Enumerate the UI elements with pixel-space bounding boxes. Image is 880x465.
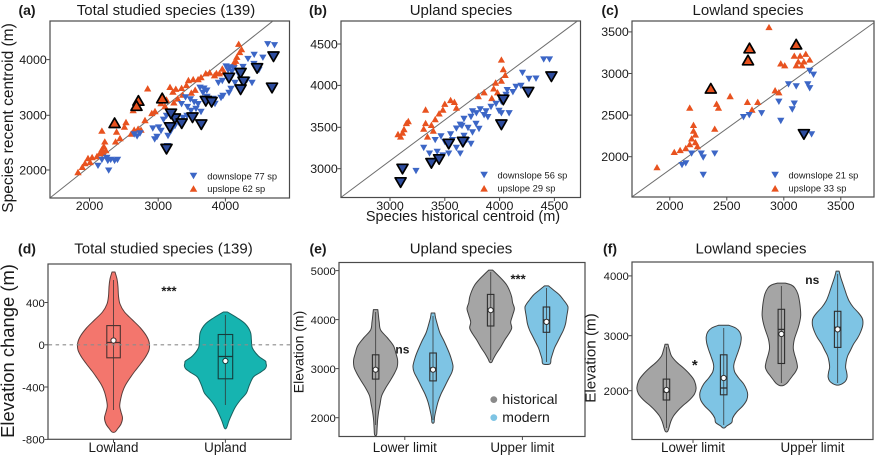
- svg-text:3000: 3000: [770, 199, 798, 213]
- svg-text:*: *: [692, 357, 698, 374]
- svg-text:4000: 4000: [310, 79, 338, 93]
- svg-text:3500: 3500: [431, 199, 459, 213]
- svg-text:Species recent centroid (m): Species recent centroid (m): [0, 23, 17, 213]
- svg-text:Lowland species: Lowland species: [696, 241, 807, 258]
- svg-text:(e): (e): [309, 241, 326, 257]
- svg-text:***: ***: [511, 272, 527, 287]
- svg-text:Lowland: Lowland: [89, 440, 139, 455]
- svg-text:Upper limit: Upper limit: [781, 440, 845, 455]
- svg-text:ns: ns: [805, 273, 819, 287]
- svg-text:4500: 4500: [541, 199, 569, 213]
- svg-text:Elevation (m): Elevation (m): [583, 313, 600, 402]
- svg-text:(f): (f): [603, 241, 617, 257]
- svg-text:upslope 29 sp: upslope 29 sp: [498, 184, 556, 194]
- svg-text:5000: 5000: [311, 266, 336, 278]
- svg-text:2000: 2000: [311, 413, 336, 425]
- svg-text:Elevation change (m): Elevation change (m): [0, 264, 18, 438]
- svg-text:historical: historical: [502, 391, 557, 407]
- svg-text:modern: modern: [502, 409, 549, 425]
- svg-text:-800: -800: [22, 435, 45, 447]
- svg-text:Lower limit: Lower limit: [661, 440, 725, 455]
- svg-text:upslope 62 sp: upslope 62 sp: [207, 184, 265, 194]
- svg-text:2500: 2500: [713, 199, 741, 213]
- svg-text:3000: 3000: [604, 331, 629, 343]
- svg-text:upslope 33 sp: upslope 33 sp: [789, 184, 847, 194]
- svg-text:2000: 2000: [76, 199, 104, 213]
- svg-text:Upland species: Upland species: [410, 2, 513, 19]
- svg-text:Upland: Upland: [204, 440, 246, 455]
- svg-text:3500: 3500: [310, 121, 338, 135]
- svg-text:3000: 3000: [601, 67, 629, 81]
- svg-text:3000: 3000: [311, 364, 336, 376]
- svg-text:4000: 4000: [486, 199, 514, 213]
- svg-text:(d): (d): [18, 241, 36, 257]
- svg-text:2500: 2500: [601, 108, 629, 122]
- svg-text:2000: 2000: [656, 199, 684, 213]
- svg-text:Total studied species (139): Total studied species (139): [74, 241, 252, 258]
- svg-text:Upland species: Upland species: [410, 241, 513, 258]
- svg-text:0: 0: [39, 340, 45, 352]
- svg-text:4000: 4000: [604, 271, 629, 283]
- svg-text:(c): (c): [601, 2, 618, 18]
- svg-text:4000: 4000: [19, 53, 47, 67]
- svg-text:3000: 3000: [144, 199, 172, 213]
- svg-text:Lower limit: Lower limit: [373, 440, 437, 455]
- svg-text:(a): (a): [18, 2, 35, 18]
- svg-text:4000: 4000: [311, 315, 336, 327]
- svg-text:-400: -400: [22, 382, 45, 394]
- svg-text:downslope 56 sp: downslope 56 sp: [498, 170, 568, 180]
- svg-text:4500: 4500: [310, 37, 338, 51]
- svg-text:***: ***: [161, 284, 177, 299]
- svg-text:2000: 2000: [19, 163, 47, 177]
- svg-text:3000: 3000: [310, 162, 338, 176]
- svg-text:downslope 77 sp: downslope 77 sp: [207, 171, 277, 181]
- svg-text:Total studied species (139): Total studied species (139): [77, 2, 255, 19]
- svg-text:2000: 2000: [604, 386, 629, 398]
- svg-text:3000: 3000: [376, 199, 404, 213]
- svg-text:3500: 3500: [601, 25, 629, 39]
- svg-text:400: 400: [26, 298, 45, 310]
- svg-text:downslope 21 sp: downslope 21 sp: [789, 170, 859, 180]
- svg-text:3000: 3000: [19, 109, 47, 123]
- svg-text:(b): (b): [309, 2, 327, 18]
- svg-text:Upper limit: Upper limit: [490, 440, 554, 455]
- svg-text:Lowland species: Lowland species: [693, 2, 804, 19]
- svg-text:3500: 3500: [827, 199, 855, 213]
- svg-text:ns: ns: [395, 343, 409, 357]
- svg-text:2000: 2000: [601, 150, 629, 164]
- svg-text:4000: 4000: [212, 199, 240, 213]
- svg-text:Elevation (m): Elevation (m): [291, 311, 307, 393]
- svg-text:Species historical centroid (m: Species historical centroid (m): [366, 209, 560, 225]
